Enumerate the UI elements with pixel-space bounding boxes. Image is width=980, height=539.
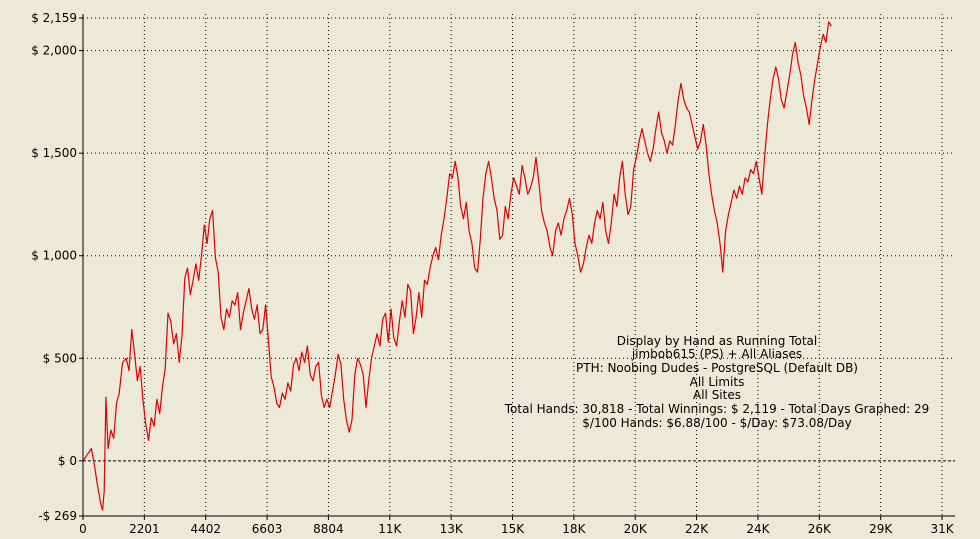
info-line-rates: $/100 Hands: $6.88/100 - $/Day: $73.08/D…	[582, 416, 851, 430]
y-tick-label: $ 2,000	[31, 44, 77, 58]
y-tick-label: $ 500	[43, 351, 77, 365]
x-tick-label: 8804	[313, 522, 344, 536]
info-line-player: jimbob615 (PS) + All Aliases	[631, 347, 802, 361]
x-tick-label: 4402	[190, 522, 221, 536]
x-tick-label: 13K	[440, 522, 464, 536]
info-line-totals: Total Hands: 30,818 - Total Winnings: $ …	[504, 402, 929, 416]
x-tick-label: 29K	[869, 522, 893, 536]
x-tick-label: 11K	[378, 522, 402, 536]
info-box: Display by Hand as Running Total jimbob6…	[504, 334, 929, 430]
info-line-database: PTH: Noobing Dudes - PostgreSQL (Default…	[576, 361, 858, 375]
x-tick-label: 22K	[685, 522, 709, 536]
info-line-display-mode: Display by Hand as Running Total	[617, 334, 817, 348]
x-tick-label: 20K	[624, 522, 648, 536]
info-line-limits: All Limits	[690, 375, 745, 389]
x-tick-label: 24K	[746, 522, 770, 536]
x-tick-label: 2201	[129, 522, 160, 536]
x-tick-label: 6603	[252, 522, 283, 536]
x-tick-label: 26K	[808, 522, 832, 536]
x-tick-label: 0	[79, 522, 87, 536]
info-line-sites: All Sites	[693, 388, 741, 402]
x-tick-label: 31K	[930, 522, 954, 536]
y-tick-label: $ 1,000	[31, 249, 77, 263]
y-tick-label: $ 0	[58, 454, 77, 468]
x-tick-label: 18K	[562, 522, 586, 536]
running-total-line	[82, 21, 833, 511]
y-tick-label: $ 2,159	[31, 11, 77, 25]
axes	[82, 14, 955, 517]
series-group	[82, 21, 833, 511]
y-tick-label: $ 1,500	[31, 146, 77, 160]
y-tick-label: -$ 269	[38, 509, 77, 523]
x-tick-label: 15K	[501, 522, 525, 536]
grid-lines	[83, 14, 955, 516]
x-axis-ticks: 0 2201 4402 6603 8804 11K 13K 15K 18K 20K 22K 24K 26…	[79, 516, 955, 536]
y-axis-ticks: $ 2,159 $ 2,000 $ 1,500 $ 1,000 $ 500 $ 0 -$ 2…	[31, 11, 83, 523]
